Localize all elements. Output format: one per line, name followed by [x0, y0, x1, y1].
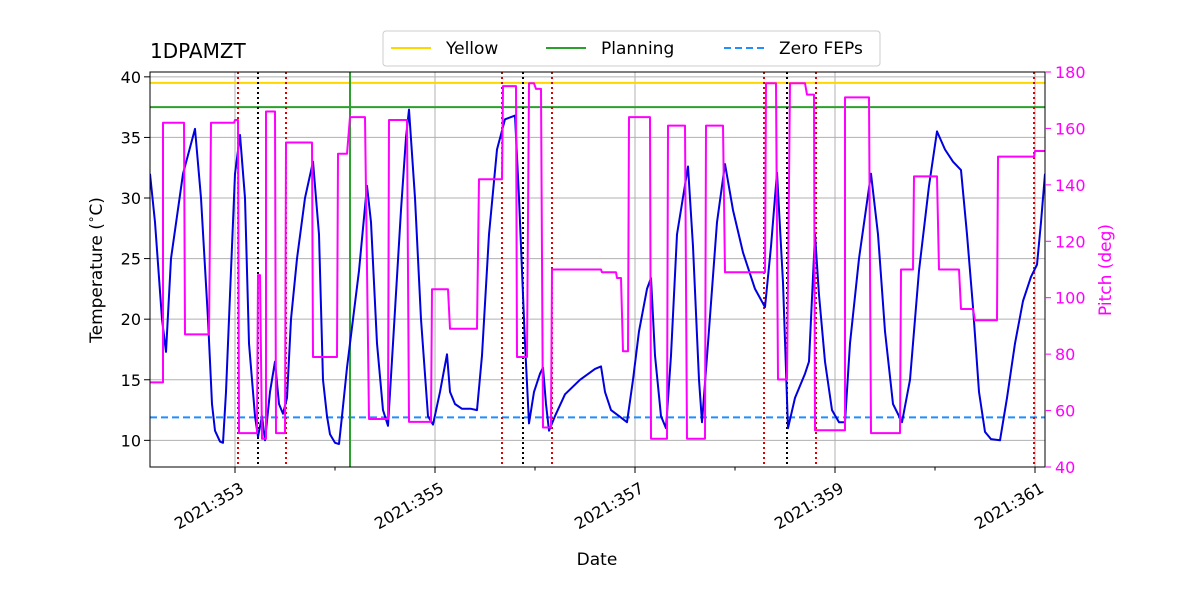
chart-title: 1DPAMZT [150, 39, 247, 63]
limit-lines [150, 81, 1045, 419]
legend: Yellow Planning Zero FEPs [382, 30, 881, 67]
y2-tick-label: 60 [1055, 402, 1075, 421]
grid [150, 72, 1045, 467]
y2-tick-label: 120 [1055, 232, 1086, 251]
y-axis-label-text: Temperature ( [87, 223, 107, 344]
y-tick-label: 10 [121, 431, 141, 450]
y2-tick-label: 180 [1055, 63, 1086, 82]
x-tick-label: 2021:361 [971, 478, 1047, 533]
x-tick-label: 2021:353 [171, 478, 247, 533]
pitch-line [150, 82, 1045, 440]
y-tick-label: 25 [121, 250, 141, 269]
plot-frame [149, 71, 1046, 468]
y2-tick-label: 140 [1055, 176, 1086, 195]
legend-box [382, 30, 881, 67]
x-tick-label: 2021:359 [771, 478, 847, 533]
degree-symbol: ∘ [84, 216, 98, 224]
y2-tick-label: 80 [1055, 345, 1075, 364]
legend-label-zero-feps: Zero FEPs [779, 39, 863, 59]
y-tick-label: 15 [121, 371, 141, 390]
y-axis-right: 40 60 80 100 120 140 160 180 [1045, 63, 1086, 477]
y-tick-label: 30 [121, 189, 141, 208]
y-tick-label: 35 [121, 128, 141, 147]
y2-tick-label: 40 [1055, 458, 1075, 477]
x-tick-label: 2021:355 [371, 478, 447, 533]
y2-tick-label: 160 [1055, 119, 1086, 138]
y2-tick-label: 100 [1055, 289, 1086, 308]
legend-label-yellow: Yellow [445, 39, 498, 59]
y-axis-label: Temperature (∘C) [84, 197, 107, 344]
y-axis-label-unit: C) [87, 197, 107, 216]
x-axis: 2021:353 2021:355 2021:357 2021:359 2021:361 [171, 467, 1047, 533]
y-tick-label: 20 [121, 310, 141, 329]
series-lines [150, 82, 1045, 445]
y-tick-label: 40 [121, 68, 141, 87]
legend-label-planning: Planning [601, 39, 674, 59]
y-axis-left: 10 15 20 25 30 35 40 [121, 68, 150, 450]
x-tick-label: 2021:357 [571, 478, 647, 533]
y2-axis-label: Pitch (deg) [1096, 224, 1116, 316]
x-axis-label: Date [577, 550, 618, 570]
temperature-line [150, 108, 1045, 445]
